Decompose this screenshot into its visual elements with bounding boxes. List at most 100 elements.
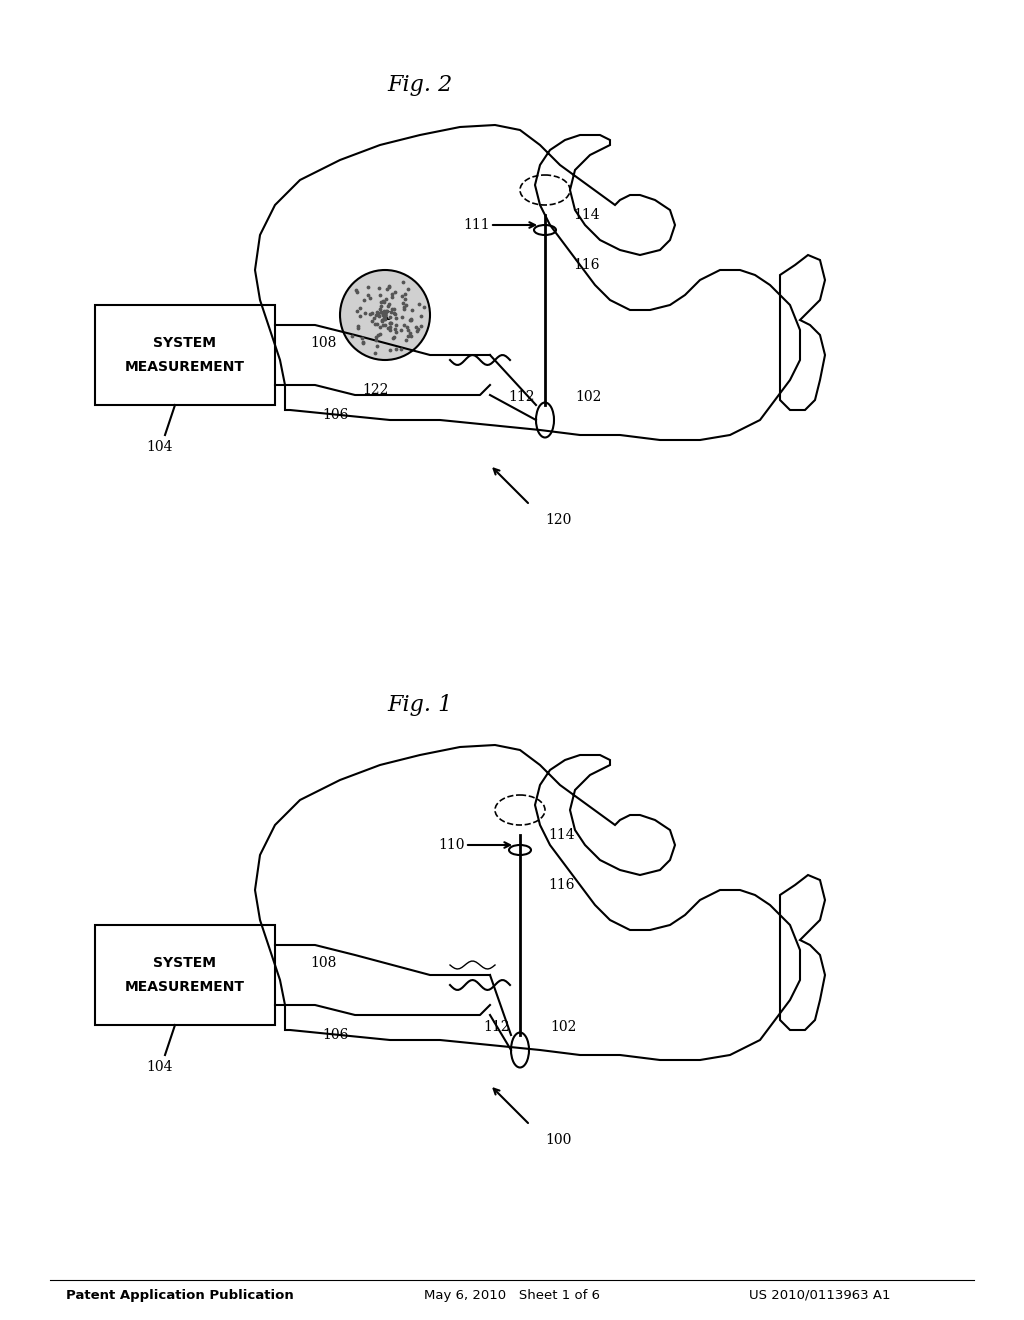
Text: 102: 102: [550, 1020, 577, 1034]
Point: [377, 301, 393, 322]
Text: May 6, 2010   Sheet 1 of 6: May 6, 2010 Sheet 1 of 6: [424, 1288, 600, 1302]
Point: [380, 296, 396, 317]
Point: [367, 342, 383, 363]
Point: [375, 314, 391, 335]
Point: [386, 326, 402, 347]
Point: [351, 305, 368, 326]
Point: [379, 279, 395, 300]
Point: [369, 301, 385, 322]
Text: Fig. 1: Fig. 1: [387, 694, 453, 715]
Point: [367, 313, 383, 334]
Point: [347, 280, 364, 301]
Point: [375, 302, 391, 323]
Point: [373, 302, 389, 323]
Point: [382, 306, 398, 327]
Point: [397, 330, 414, 351]
Text: MEASUREMENT: MEASUREMENT: [125, 360, 245, 374]
Point: [377, 305, 393, 326]
Point: [409, 321, 425, 342]
Point: [373, 296, 389, 317]
Point: [373, 292, 389, 313]
Point: [387, 322, 403, 343]
Point: [386, 304, 402, 325]
Point: [355, 331, 372, 352]
Point: [356, 302, 373, 323]
Point: [350, 315, 367, 337]
Point: [368, 327, 384, 348]
Point: [384, 286, 400, 308]
Point: [382, 339, 398, 360]
Point: [411, 293, 427, 314]
Point: [387, 308, 403, 329]
Point: [384, 327, 400, 348]
Point: [381, 313, 397, 334]
Point: [366, 308, 382, 329]
Point: [402, 310, 419, 331]
Point: [344, 325, 360, 346]
Point: [359, 276, 376, 297]
Point: [401, 310, 418, 331]
Point: [393, 319, 410, 341]
Point: [377, 305, 393, 326]
Point: [387, 281, 403, 302]
Text: 111: 111: [464, 218, 490, 232]
Point: [400, 319, 417, 341]
Point: [387, 314, 403, 335]
Point: [381, 276, 397, 297]
Point: [410, 318, 426, 339]
Point: [392, 339, 409, 360]
Point: [369, 313, 385, 334]
Text: 120: 120: [545, 513, 571, 527]
Point: [393, 285, 410, 306]
Text: 104: 104: [146, 440, 173, 454]
Point: [385, 302, 401, 323]
Text: US 2010/0113963 A1: US 2010/0113963 A1: [750, 1288, 891, 1302]
Point: [350, 318, 367, 339]
Text: 106: 106: [322, 1028, 348, 1041]
Point: [393, 306, 410, 327]
Text: 116: 116: [573, 257, 599, 272]
Point: [383, 312, 399, 333]
Point: [364, 302, 380, 323]
Point: [372, 323, 388, 345]
Text: SYSTEM: SYSTEM: [154, 337, 216, 350]
Point: [377, 314, 393, 335]
Point: [395, 293, 412, 314]
Point: [368, 305, 384, 326]
Point: [372, 317, 388, 338]
Point: [377, 304, 393, 325]
Point: [371, 305, 387, 326]
Text: MEASUREMENT: MEASUREMENT: [125, 979, 245, 994]
Text: 122: 122: [361, 383, 388, 397]
Point: [396, 284, 413, 305]
Point: [368, 330, 384, 351]
Point: [394, 272, 411, 293]
Point: [364, 310, 380, 331]
Point: [395, 314, 412, 335]
Point: [379, 300, 395, 321]
Point: [376, 308, 392, 329]
Text: 100: 100: [545, 1133, 571, 1147]
Text: 112: 112: [509, 389, 535, 404]
Point: [376, 292, 392, 313]
Point: [376, 309, 392, 330]
Point: [401, 322, 418, 343]
Point: [402, 309, 419, 330]
Point: [375, 304, 391, 325]
Point: [382, 319, 398, 341]
Point: [399, 279, 416, 300]
Text: 104: 104: [146, 1060, 173, 1074]
Point: [376, 301, 392, 322]
Text: 110: 110: [438, 838, 465, 851]
Point: [397, 288, 414, 309]
Text: Fig. 2: Fig. 2: [387, 74, 453, 96]
Text: SYSTEM: SYSTEM: [154, 956, 216, 970]
Point: [386, 298, 402, 319]
Point: [359, 284, 376, 305]
Point: [408, 315, 424, 337]
Text: x: x: [380, 306, 390, 323]
Circle shape: [340, 271, 430, 360]
Point: [370, 323, 386, 345]
Point: [397, 294, 414, 315]
Point: [372, 298, 388, 319]
